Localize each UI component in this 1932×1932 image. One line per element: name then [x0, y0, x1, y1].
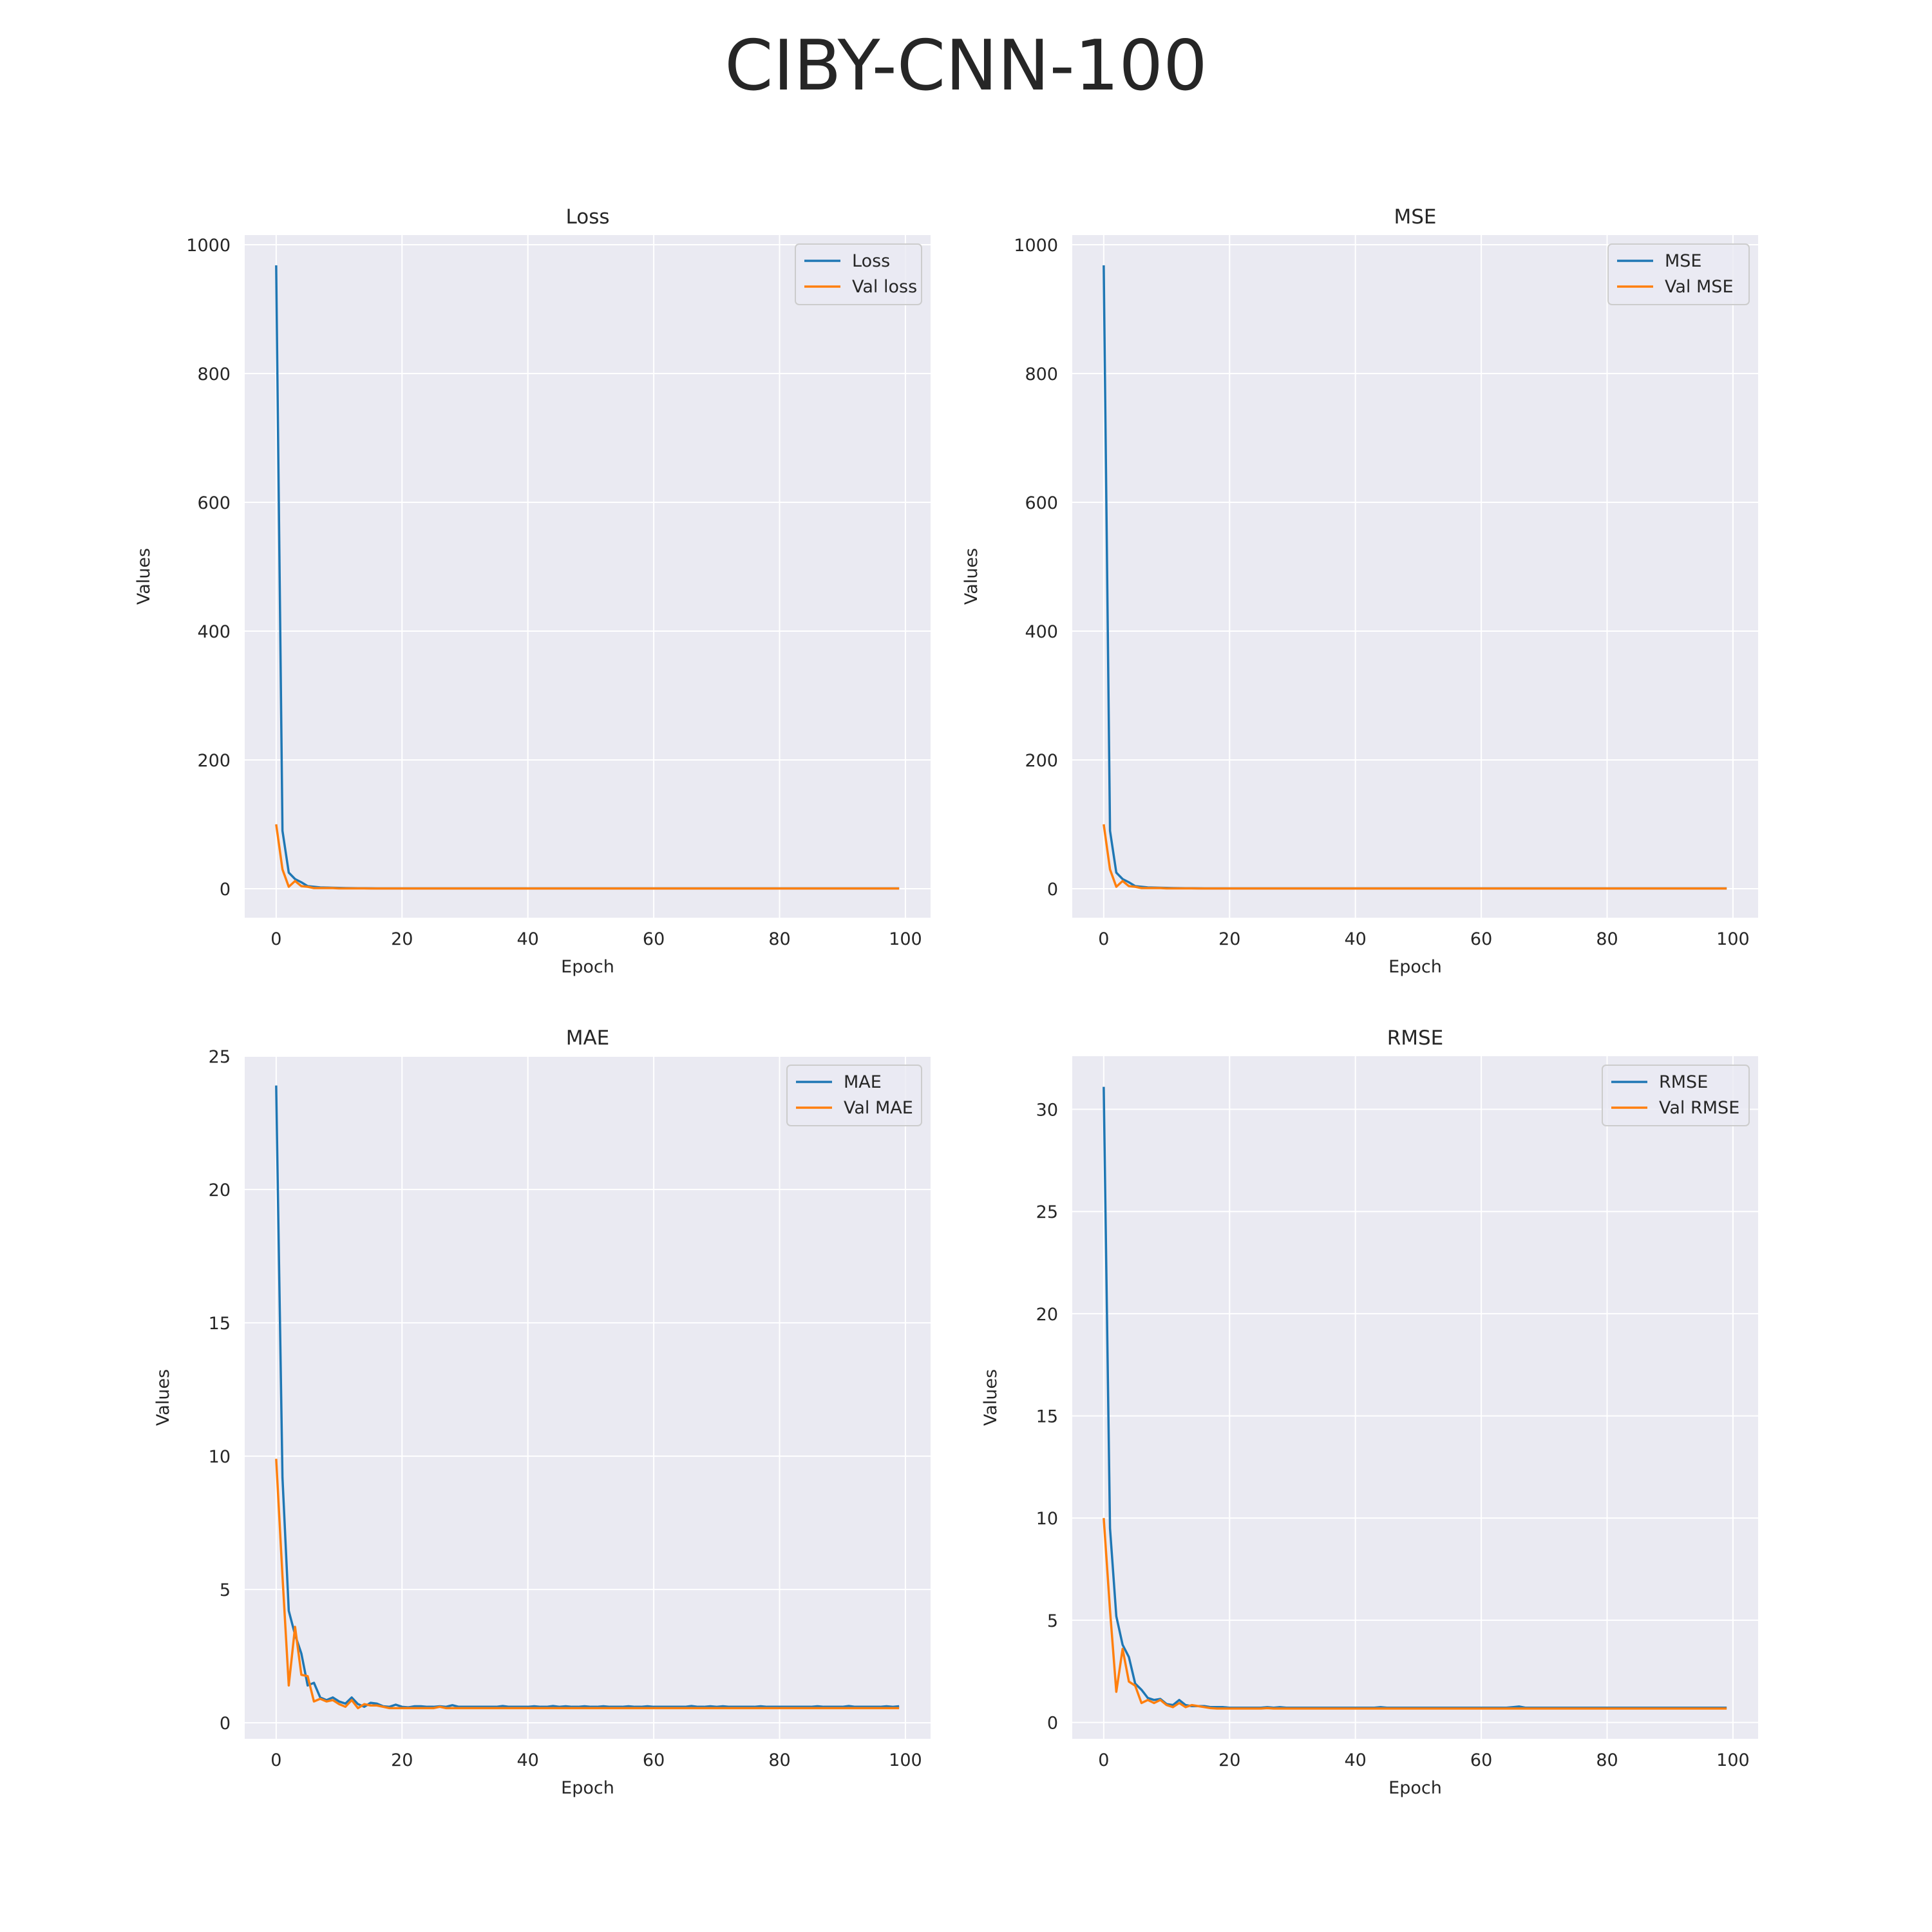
y-tick-label: 30: [1036, 1101, 1058, 1121]
y-tick-label: 400: [197, 622, 231, 642]
y-tick-label: 25: [1036, 1202, 1058, 1222]
chart-title: MAE: [566, 1027, 610, 1050]
legend: MAE Val MAE: [786, 1065, 922, 1126]
x-axis-label: Epoch: [1388, 957, 1442, 977]
y-axis-label: Values: [961, 548, 981, 605]
figure-title: CIBY-CNN-100: [724, 26, 1208, 106]
y-tick-label: 15: [1036, 1407, 1058, 1427]
legend: Loss Val loss: [795, 243, 922, 305]
chart-loss: 0 20 40 60 80 10002004006008001000LossEpochVa…: [134, 205, 931, 977]
series-line-mae: [275, 1085, 900, 1709]
y-tick-label: 1000: [1014, 236, 1058, 256]
y-tick-label: 600: [197, 493, 231, 513]
x-tick-label: 0: [1098, 1750, 1109, 1770]
chart-title: RMSE: [1387, 1027, 1444, 1050]
chart-rmse: 0 20 40 60 80 100 0 5 10 15 20 25 30 RMSE Epoch Values R…: [981, 1027, 1758, 1798]
x-tick-label: 80: [768, 1750, 790, 1770]
x-tick-label: 40: [1344, 929, 1366, 949]
y-tick-label: 600: [1025, 493, 1058, 513]
x-tick-label: 0: [1098, 929, 1109, 949]
legend: MSE Val MSE: [1607, 243, 1750, 305]
x-tick-label: 20: [1218, 1750, 1240, 1770]
series-line-val-mse: [1103, 824, 1727, 890]
x-tick-label: 100: [1716, 1750, 1750, 1770]
chart-title: MSE: [1394, 205, 1436, 229]
y-tick-label: 0: [220, 1714, 231, 1734]
x-tick-label: 0: [270, 1750, 281, 1770]
x-tick-label: 40: [1344, 1750, 1366, 1770]
x-tick-label: 40: [516, 929, 538, 949]
x-tick-label: 100: [1716, 929, 1750, 949]
series-line-val-mae: [275, 1459, 900, 1710]
series-line-val-loss: [275, 824, 900, 890]
y-tick-label: 15: [209, 1314, 231, 1334]
legend-label: MAE: [844, 1072, 882, 1092]
x-tick-label: 20: [391, 929, 413, 949]
plot-area: 0 20 40 60 80 100 0 5 10 15 20 25 MAE Epoch Values MAE V…: [153, 1027, 931, 1798]
x-axis-label: Epoch: [1388, 1778, 1442, 1798]
legend-label: Val RMSE: [1659, 1098, 1739, 1118]
x-tick-label: 80: [768, 929, 790, 949]
legend-frame: [1602, 1065, 1750, 1126]
legend-label: MSE: [1665, 251, 1702, 271]
plot-background: [245, 235, 931, 918]
x-axis-label: Epoch: [561, 1778, 614, 1798]
x-tick-label: 100: [889, 1750, 922, 1770]
legend-label: Val MSE: [1665, 277, 1734, 297]
x-tick-label: 0: [270, 929, 281, 949]
chart-mse: 0 20 40 60 80 10002004006008001000MSEEpochVal…: [961, 205, 1758, 977]
y-tick-label: 10: [1036, 1509, 1058, 1529]
y-tick-label: 200: [197, 751, 231, 771]
y-tick-label: 400: [1025, 622, 1058, 642]
y-axis-label: Values: [981, 1369, 1001, 1426]
y-axis-label: Values: [153, 1369, 173, 1426]
plot-area: 0 20 40 60 80 10002004006008001000LossEpochVa…: [134, 205, 931, 977]
x-tick-label: 20: [391, 1750, 413, 1770]
y-tick-label: 200: [1025, 751, 1058, 771]
x-tick-label: 80: [1596, 929, 1618, 949]
y-tick-label: 5: [1047, 1611, 1058, 1631]
x-tick-label: 20: [1218, 929, 1240, 949]
x-axis-label: Epoch: [561, 957, 614, 977]
chart-mae: 0 20 40 60 80 100 0 5 10 15 20 25 MAE Epoch Values MAE V…: [153, 1027, 931, 1798]
y-tick-label: 5: [220, 1580, 231, 1600]
plot-area: 0 20 40 60 80 10002004006008001000MSEEpochVal…: [961, 205, 1758, 977]
x-tick-label: 60: [1470, 929, 1492, 949]
x-tick-label: 40: [516, 1750, 538, 1770]
y-tick-label: 0: [220, 880, 231, 900]
legend-frame: [1607, 243, 1750, 305]
y-tick-label: 25: [209, 1047, 231, 1067]
legend-label: RMSE: [1659, 1072, 1708, 1092]
plot-area: 0 20 40 60 80 100 0 5 10 15 20 25 30 RMSE Epoch Values R…: [981, 1027, 1758, 1798]
y-tick-label: 20: [1036, 1305, 1058, 1325]
legend-frame: [786, 1065, 922, 1126]
legend-label: Val MAE: [844, 1098, 913, 1118]
legend-frame: [795, 243, 922, 305]
legend-label: Loss: [852, 251, 890, 271]
y-tick-label: 0: [1047, 1714, 1058, 1734]
x-tick-label: 80: [1596, 1750, 1618, 1770]
y-tick-label: 1000: [186, 236, 231, 256]
plot-background: [245, 1056, 931, 1739]
y-tick-label: 800: [197, 365, 231, 384]
x-tick-label: 60: [643, 929, 665, 949]
plot-background: [1072, 235, 1758, 918]
y-tick-label: 10: [209, 1447, 231, 1467]
y-axis-label: Values: [134, 548, 154, 605]
series-line-val-rmse: [1103, 1518, 1727, 1710]
y-tick-label: 800: [1025, 365, 1058, 384]
x-tick-label: 60: [1470, 1750, 1492, 1770]
x-tick-label: 60: [643, 1750, 665, 1770]
y-tick-label: 0: [1047, 880, 1058, 900]
legend-label: Val loss: [852, 277, 917, 297]
plot-background: [1072, 1056, 1758, 1739]
x-tick-label: 100: [889, 929, 922, 949]
legend: RMSE Val RMSE: [1602, 1065, 1750, 1126]
chart-title: Loss: [566, 205, 610, 229]
y-tick-label: 20: [209, 1180, 231, 1200]
